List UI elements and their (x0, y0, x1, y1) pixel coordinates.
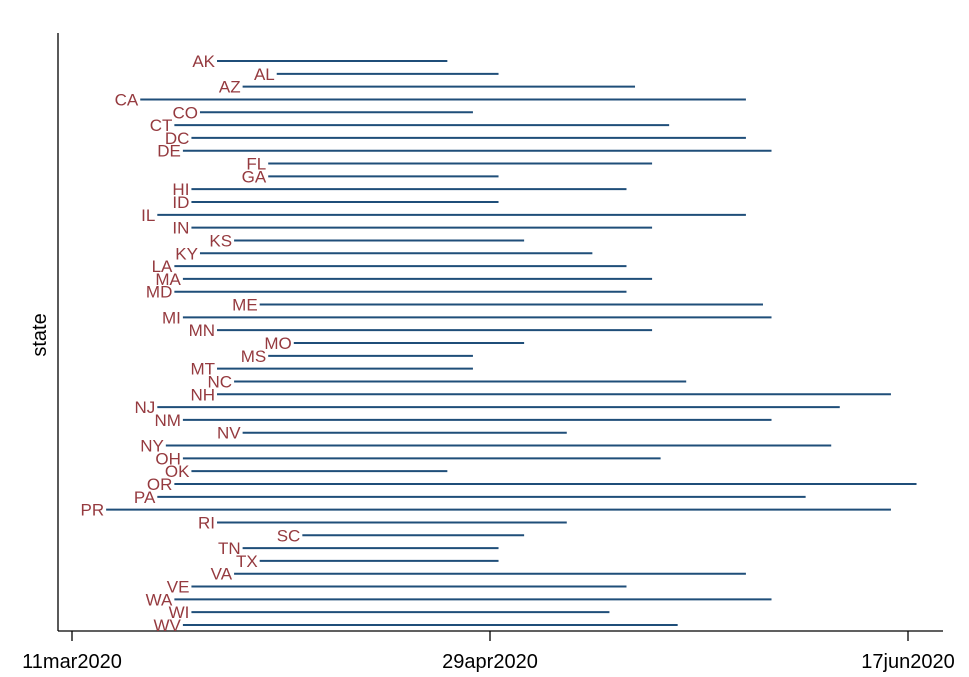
state-label-al: AL (254, 65, 275, 84)
state-label-az: AZ (219, 78, 241, 97)
state-label-me: ME (232, 296, 258, 315)
state-label-oh: OH (155, 449, 181, 468)
state-label-ms: MS (241, 347, 267, 366)
state-label-ny: NY (140, 437, 164, 456)
state-label-ve: VE (167, 578, 190, 597)
state-label-mo: MO (264, 334, 291, 353)
state-label-nh: NH (190, 385, 215, 404)
state-label-ga: GA (242, 167, 267, 186)
x-tick-label: 11mar2020 (22, 651, 122, 673)
state-label-mt: MT (190, 360, 215, 379)
x-axis-ticks: 11mar2020 29apr2020 17jun2020 (22, 631, 955, 673)
state-label-ok: OK (165, 462, 190, 481)
state-label-nv: NV (217, 424, 241, 443)
state-label-dc: DC (165, 129, 190, 148)
state-label-pr: PR (80, 501, 104, 520)
state-label-in: IN (172, 219, 189, 238)
state-label-wi: WI (169, 603, 190, 622)
state-label-pa: PA (134, 488, 156, 507)
state-label-mn: MN (189, 321, 215, 340)
x-tick-label: 17jun2020 (861, 651, 954, 673)
state-label-ma: MA (155, 270, 181, 289)
state-label-or: OR (147, 475, 173, 494)
state-label-ct: CT (150, 116, 173, 135)
state-label-ky: KY (175, 244, 198, 263)
state-label-nc: NC (208, 372, 233, 391)
state-label-la: LA (152, 257, 173, 276)
state-label-co: CO (172, 103, 198, 122)
state-label-mi: MI (162, 308, 181, 327)
y-axis-title: state (29, 313, 51, 356)
state-label-ri: RI (198, 513, 215, 532)
x-tick-label: 29apr2020 (442, 651, 538, 673)
state-label-id: ID (172, 193, 189, 212)
state-label-hi: HI (172, 180, 189, 199)
state-label-nm: NM (154, 411, 180, 430)
state-label-tn: TN (218, 539, 241, 558)
state-label-de: DE (157, 142, 181, 161)
state-label-ks: KS (209, 231, 232, 250)
state-label-fl: FL (246, 155, 266, 174)
range-lines (106, 60, 917, 626)
state-label-sc: SC (277, 526, 301, 545)
state-label-ca: CA (115, 90, 139, 109)
state-label-va: VA (211, 565, 233, 584)
state-label-wv: WV (154, 616, 182, 635)
state-label-ak: AK (192, 52, 215, 71)
state-label-tx: TX (236, 552, 258, 571)
state-label-nj: NJ (135, 398, 156, 417)
state-label-wa: WA (146, 590, 173, 609)
state-label-md: MD (146, 283, 172, 302)
state-label-il: IL (141, 206, 155, 225)
